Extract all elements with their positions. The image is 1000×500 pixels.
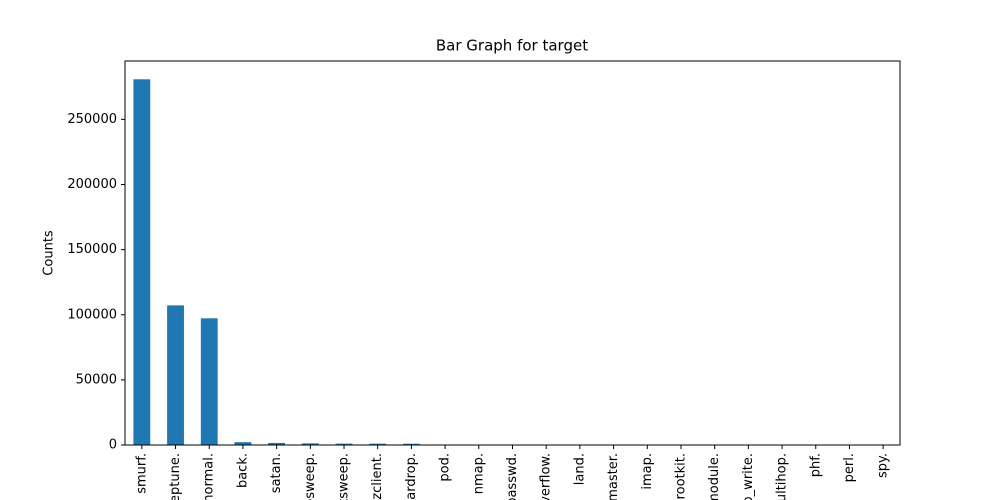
x-tick-label: portsweep. (337, 453, 352, 500)
x-tick-label: nmap. (471, 453, 486, 494)
x-tick-label: rootkit. (673, 453, 688, 499)
bar (200, 318, 218, 445)
bar (335, 443, 353, 445)
x-tick-label: teardrop. (404, 453, 419, 500)
bar (133, 79, 151, 446)
bar (369, 443, 387, 445)
y-axis-label: Counts (42, 230, 57, 276)
x-tick-label: back. (235, 453, 250, 488)
x-tick-label: satan. (269, 453, 284, 493)
x-tick-label: normal. (202, 453, 217, 500)
x-tick-label: buffer_overflow. (539, 453, 554, 500)
chart-title: Bar Graph for target (436, 37, 588, 55)
bar (402, 443, 420, 445)
x-tick-label: warezclient. (370, 453, 385, 500)
y-tick-label: 200000 (67, 177, 117, 192)
x-tick-label: multihop. (775, 453, 790, 500)
x-tick-label: loadmodule. (707, 453, 722, 500)
x-tick-label: imap. (640, 453, 655, 490)
y-tick-label: 0 (109, 438, 117, 453)
y-tick-label: 100000 (67, 307, 117, 322)
y-tick-label: 50000 (76, 372, 117, 387)
y-tick-label: 150000 (67, 242, 117, 257)
x-tick-label: land. (572, 453, 587, 485)
x-tick-label: phf. (808, 453, 823, 477)
y-tick-label: 250000 (67, 112, 117, 127)
x-tick-label: spy. (876, 453, 891, 478)
bar (268, 442, 286, 445)
plot-frame (124, 60, 901, 446)
bar (301, 443, 319, 445)
x-tick-label: ipsweep. (303, 453, 318, 500)
x-tick-label: neptune. (168, 453, 183, 500)
x-tick-label: warezmaster. (606, 453, 621, 500)
bar (167, 305, 184, 445)
x-tick-label: guess_passwd. (505, 453, 520, 500)
x-tick-label: smurf. (134, 453, 149, 494)
bar (234, 442, 252, 445)
x-tick-label: pod. (438, 453, 453, 482)
x-tick-label: ftp_write. (741, 453, 756, 500)
x-tick-label: perl. (842, 453, 857, 482)
